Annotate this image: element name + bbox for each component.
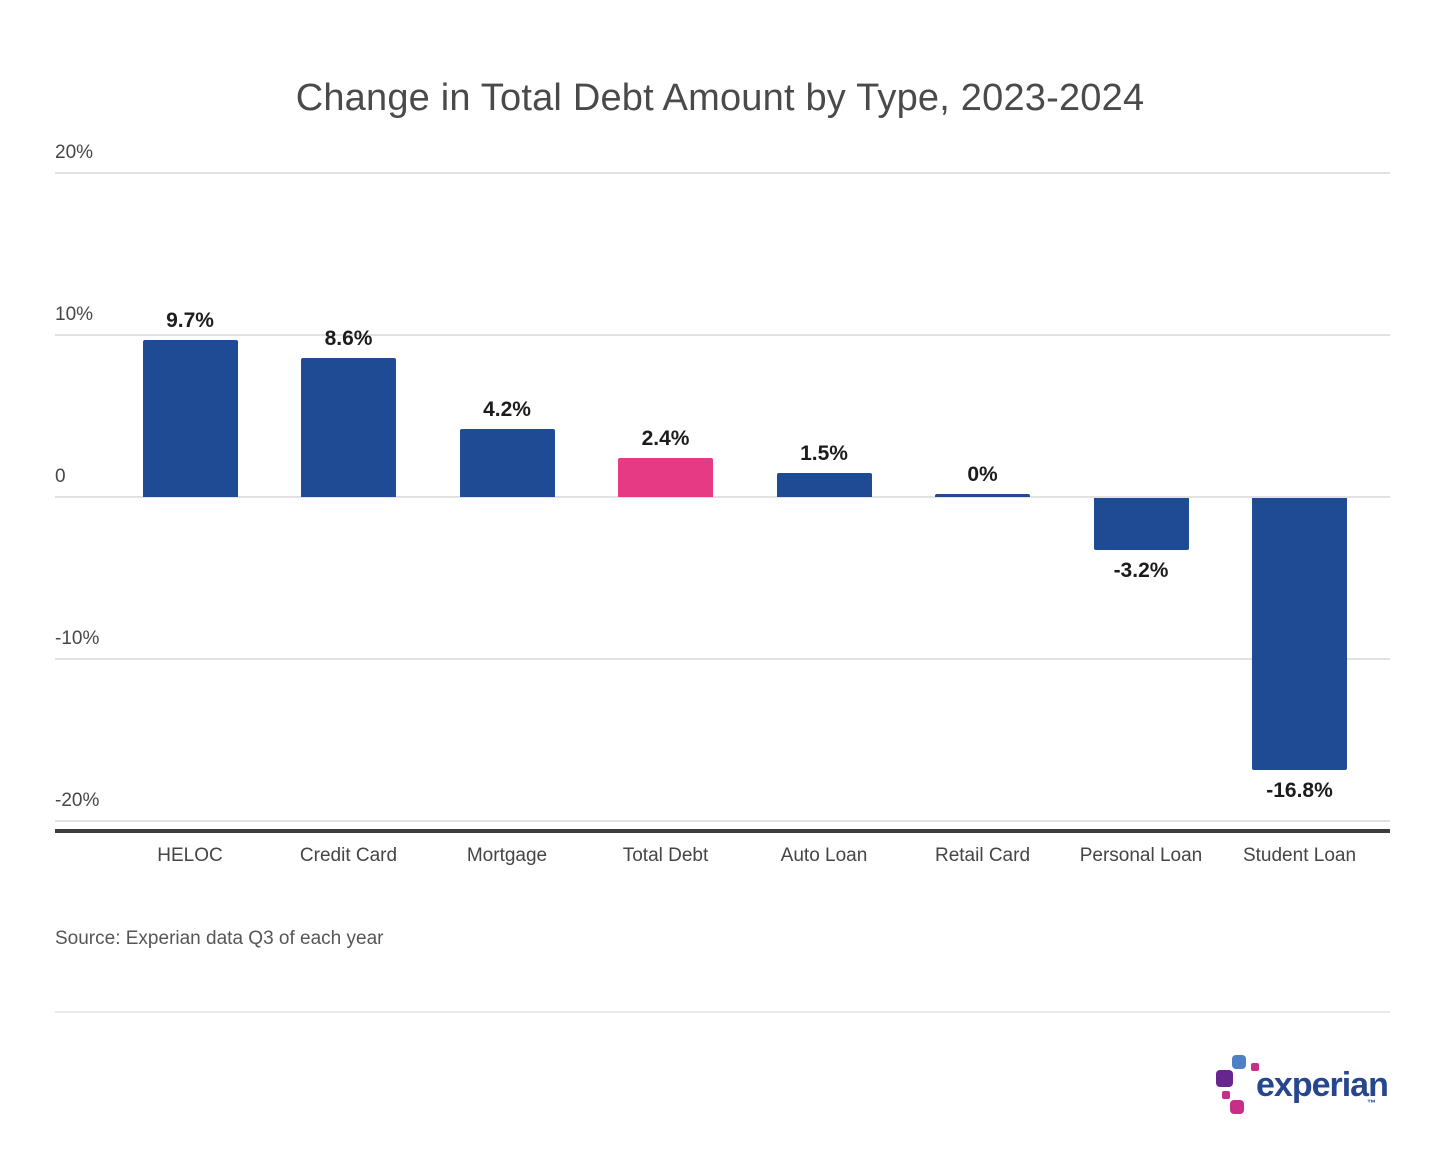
x-label-auto-loan: Auto Loan bbox=[780, 845, 868, 866]
value-label-auto-loan: 1.5% bbox=[800, 441, 848, 465]
value-label-heloc: 9.7% bbox=[166, 308, 214, 332]
x-label-retail-card: Retail Card bbox=[934, 845, 1031, 866]
x-axis-line bbox=[55, 829, 1390, 833]
bar-auto-loan bbox=[776, 472, 872, 497]
x-label-personal-loan: Personal Loan bbox=[1079, 845, 1203, 866]
logo-square-magenta-icon bbox=[1230, 1100, 1244, 1114]
bar-mortgage bbox=[459, 428, 555, 497]
x-label-credit-card: Credit Card bbox=[299, 845, 398, 866]
y-tick-label--10: -10% bbox=[55, 628, 100, 649]
logo-square-magenta-small-icon bbox=[1251, 1063, 1259, 1071]
value-label-credit-card: 8.6% bbox=[324, 326, 373, 350]
logo-square-blue-icon bbox=[1232, 1055, 1246, 1069]
footer-divider bbox=[55, 1011, 1390, 1013]
bar-retail-card bbox=[935, 493, 1030, 497]
x-label-student-loan: Student Loan bbox=[1242, 845, 1357, 866]
value-label-total-debt: 2.4% bbox=[641, 427, 690, 451]
source-note: Source: Experian data Q3 of each year bbox=[55, 928, 384, 949]
x-label-total-debt: Total Debt bbox=[622, 845, 709, 866]
value-label-retail-card: 0% bbox=[967, 462, 998, 486]
y-tick-label-20: 20% bbox=[55, 142, 94, 163]
value-label-student-loan: -16.8% bbox=[1266, 779, 1333, 803]
bar-personal-loan bbox=[1093, 498, 1189, 550]
y-tick-label-10: 10% bbox=[55, 304, 94, 325]
bar-heloc bbox=[142, 339, 238, 497]
logo-trademark: ™ bbox=[1367, 1098, 1376, 1108]
y-tick-label-0: 0 bbox=[55, 466, 66, 487]
logo-square-purple-icon bbox=[1216, 1070, 1233, 1087]
logo-square-magenta-tiny-icon bbox=[1222, 1091, 1230, 1099]
y-tick-label--20: -20% bbox=[55, 790, 100, 811]
gridline-20 bbox=[55, 172, 1390, 174]
value-label-personal-loan: -3.2% bbox=[1113, 558, 1169, 582]
x-label-mortgage: Mortgage bbox=[466, 845, 548, 866]
gridline--20 bbox=[55, 820, 1390, 822]
bar-student-loan bbox=[1252, 498, 1347, 771]
logo-wordmark: experian bbox=[1256, 1066, 1389, 1104]
gridline-10 bbox=[55, 334, 1390, 336]
bar-credit-card bbox=[301, 357, 396, 497]
bar-total-debt bbox=[618, 458, 713, 497]
gridline--10 bbox=[55, 658, 1390, 660]
x-label-heloc: HELOC bbox=[157, 845, 223, 866]
chart-title: Change in Total Debt Amount by Type, 202… bbox=[295, 77, 1145, 120]
experian-logo: experian ™ bbox=[1215, 1050, 1400, 1120]
gridline-0 bbox=[55, 496, 1390, 498]
value-label-mortgage: 4.2% bbox=[483, 397, 531, 421]
